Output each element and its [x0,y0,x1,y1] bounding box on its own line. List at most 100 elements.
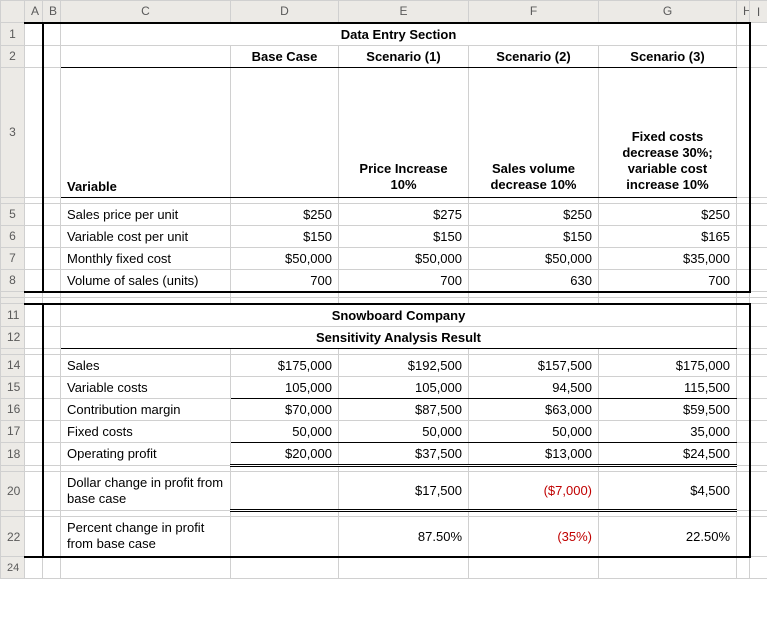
cell[interactable] [737,45,750,67]
value-cell[interactable]: $150 [469,225,599,247]
cell[interactable] [750,354,767,376]
col-header[interactable]: I [750,1,767,23]
value-cell[interactable]: 50,000 [231,420,339,442]
row-header[interactable]: 16 [1,398,25,420]
subheader-scenario1[interactable]: Price Increase 10% [339,67,469,197]
value-cell[interactable]: $150 [231,225,339,247]
cell[interactable] [339,557,469,579]
value-cell[interactable]: $250 [231,203,339,225]
row-header[interactable]: 20 [1,471,25,511]
cell[interactable] [43,420,61,442]
cell[interactable] [25,247,43,269]
cell[interactable] [43,557,61,579]
value-cell[interactable]: 105,000 [339,376,469,398]
cell[interactable] [599,557,737,579]
value-cell[interactable]: $59,500 [599,398,737,420]
cell[interactable] [25,442,43,465]
cell[interactable] [750,517,767,557]
cell[interactable] [25,304,43,327]
cell[interactable] [25,203,43,225]
header-scenario2[interactable]: Scenario (2) [469,45,599,67]
row-header[interactable]: 8 [1,269,25,292]
variable-label[interactable]: Monthly fixed cost [61,247,231,269]
value-cell[interactable]: $87,500 [339,398,469,420]
value-cell[interactable]: 700 [231,269,339,292]
percent-change-label[interactable]: Percent change in profit from base case [61,517,231,557]
cell[interactable] [750,23,767,46]
cell[interactable] [750,398,767,420]
row-header[interactable]: 14 [1,354,25,376]
cell[interactable] [750,420,767,442]
value-cell[interactable]: $63,000 [469,398,599,420]
value-cell[interactable]: 700 [599,269,737,292]
variable-label[interactable]: Sales price per unit [61,203,231,225]
row-header[interactable]: 6 [1,225,25,247]
cell[interactable] [737,203,750,225]
cell[interactable] [43,203,61,225]
variable-label[interactable]: Volume of sales (units) [61,269,231,292]
cell[interactable] [737,247,750,269]
cell[interactable] [750,45,767,67]
cell[interactable] [750,304,767,327]
cell[interactable] [737,471,750,511]
result-label[interactable]: Operating profit [61,442,231,465]
cell[interactable] [737,326,750,348]
value-cell[interactable]: 87.50% [339,517,469,557]
cell[interactable] [43,304,61,327]
cell[interactable] [43,225,61,247]
cell[interactable] [25,376,43,398]
cell[interactable] [750,557,767,579]
value-cell[interactable]: 35,000 [599,420,737,442]
value-cell[interactable]: $250 [599,203,737,225]
value-cell[interactable]: $165 [599,225,737,247]
cell[interactable] [231,67,339,197]
row-header[interactable]: 5 [1,203,25,225]
company-title[interactable]: Snowboard Company [61,304,737,327]
row-header[interactable]: 1 [1,23,25,46]
value-cell[interactable]: $17,500 [339,471,469,511]
col-header[interactable]: F [469,1,599,23]
cell[interactable] [737,398,750,420]
cell[interactable] [43,471,61,511]
col-header[interactable]: E [339,1,469,23]
cell[interactable] [43,376,61,398]
cell[interactable] [25,420,43,442]
cell[interactable] [43,45,61,67]
value-cell[interactable]: $175,000 [231,354,339,376]
value-cell-negative[interactable]: (35%) [469,517,599,557]
cell[interactable] [25,557,43,579]
value-cell[interactable]: $150 [339,225,469,247]
cell[interactable] [43,269,61,292]
cell[interactable] [750,67,767,197]
value-cell[interactable]: $13,000 [469,442,599,465]
cell[interactable] [750,203,767,225]
cell[interactable] [25,269,43,292]
row-header[interactable]: 18 [1,442,25,465]
value-cell[interactable]: $4,500 [599,471,737,511]
value-cell[interactable]: 50,000 [469,420,599,442]
corner-cell[interactable] [1,1,25,23]
value-cell[interactable]: $157,500 [469,354,599,376]
dollar-change-label[interactable]: Dollar change in profit from base case [61,471,231,511]
value-cell[interactable]: $37,500 [339,442,469,465]
cell[interactable] [25,398,43,420]
cell[interactable] [737,557,750,579]
value-cell[interactable]: $175,000 [599,354,737,376]
cell[interactable] [43,326,61,348]
value-cell[interactable]: $50,000 [469,247,599,269]
result-label[interactable]: Fixed costs [61,420,231,442]
value-cell[interactable]: 115,500 [599,376,737,398]
cell[interactable] [750,376,767,398]
value-cell[interactable]: 94,500 [469,376,599,398]
col-header[interactable]: D [231,1,339,23]
col-header[interactable]: B [43,1,61,23]
cell[interactable] [61,557,231,579]
cell[interactable] [43,398,61,420]
variable-label[interactable]: Variable cost per unit [61,225,231,247]
row-header[interactable]: 11 [1,304,25,327]
result-label[interactable]: Contribution margin [61,398,231,420]
cell[interactable] [737,67,750,197]
cell[interactable] [43,517,61,557]
cell[interactable] [25,354,43,376]
value-cell[interactable]: $35,000 [599,247,737,269]
